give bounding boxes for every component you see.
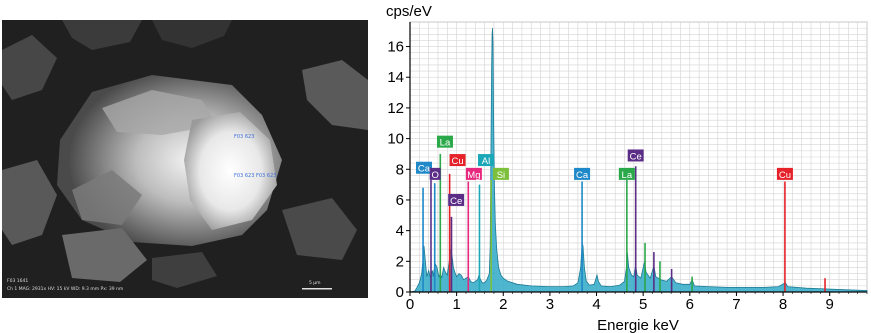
sem-footer-sample: F03 1641 [7,278,28,284]
element-label-box [492,167,509,180]
y-tick-label: 4 [396,223,404,240]
x-tick-label: 3 [546,296,554,313]
x-tick-label: 6 [686,296,694,313]
x-tick-label: 7 [732,296,740,313]
element-label-box [618,167,635,180]
x-tick-label: 9 [826,296,834,313]
element-label: Cu [451,156,463,167]
sem-particle [62,228,147,282]
y-tick-label: 6 [396,192,404,209]
x-tick-label: 1 [452,296,460,313]
sem-particle [62,20,142,50]
element-label-box [478,154,495,167]
sem-particle [152,20,232,48]
element-label-box [449,154,466,167]
x-tick-label: 8 [779,296,787,313]
sem-annotation: F03 623 [234,173,254,179]
element-label: La [440,138,451,149]
element-label-box [776,167,793,180]
element-label-box [627,149,644,162]
y-axis-label: cps/eV [386,3,432,20]
element-label: Ce [450,196,462,207]
x-axis-label: Energie keV [597,317,679,333]
x-tick-label: 4 [592,296,600,313]
y-tick-label: 12 [387,100,404,117]
element-lines [422,153,826,292]
element-label-box [429,167,441,180]
y-tick-label: 16 [387,39,404,56]
y-tick-label: 14 [387,69,404,86]
element-label-box [448,193,465,206]
element-label: Ce [630,151,642,162]
element-label: Ca [418,164,431,175]
sem-scale-bar [302,288,332,290]
sem-particle [282,198,357,260]
sem-bright-particle [184,112,277,230]
y-tick-label: 2 [396,253,404,270]
x-tick-label: 0 [406,296,414,313]
sem-particle [2,160,57,245]
element-label-box [465,167,482,180]
sem-annotation: F03 623 [234,134,254,140]
element-label: La [622,170,633,181]
element-label: Mg [467,170,480,181]
sem-annotation: F03 623 [256,173,276,179]
element-label-box [436,135,453,148]
element-label: Cu [779,170,791,181]
y-tick-label: 8 [396,161,404,178]
element-label: Si [497,170,505,181]
element-label: O [431,170,438,181]
sem-footer-params: Ch 1 MAG: 2931x HV: 15 kV WD: 9.3 mm Px:… [7,286,123,292]
y-tick-label: 0 [396,284,404,301]
sem-particle [2,35,57,100]
element-label-box [415,161,432,174]
y-tick-label: 10 [387,131,404,148]
x-tick-label: 2 [499,296,507,313]
element-label: Al [482,156,490,167]
sem-particle [302,60,368,130]
x-tick-label: 5 [639,296,647,313]
element-label-box [574,167,591,180]
element-label: Ca [576,170,589,181]
sem-micrograph: F03 623 F03 623 F03 623 F03 1641 Ch 1 MA… [2,20,368,298]
sem-particle [152,252,217,288]
sem-scale-label: 5 µm [309,280,321,286]
